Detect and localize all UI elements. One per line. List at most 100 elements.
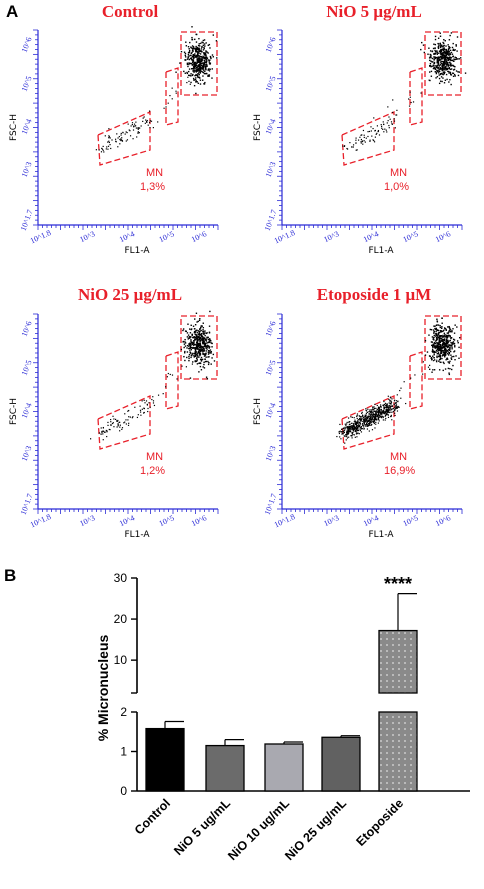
- bar-lower-segment: [378, 711, 418, 792]
- event-dot: [435, 334, 438, 336]
- event-dot: [445, 49, 447, 52]
- event-dot: [382, 128, 384, 130]
- event-dot: [205, 65, 207, 68]
- event-dot: [452, 64, 454, 67]
- event-dot: [198, 70, 201, 72]
- event-dot: [351, 437, 353, 439]
- event-dot: [201, 349, 203, 351]
- event-dot: [431, 336, 434, 338]
- event-dot: [444, 57, 446, 60]
- event-dot: [196, 353, 198, 356]
- event-dot: [140, 414, 142, 416]
- event-dot: [199, 53, 202, 55]
- event-dot: [192, 361, 194, 363]
- event-dot: [439, 44, 442, 46]
- event-dot: [171, 374, 174, 376]
- event-dot: [101, 147, 103, 149]
- event-dot: [193, 70, 195, 72]
- event-dot: [346, 434, 348, 436]
- event-dot: [394, 402, 397, 404]
- event-dot: [360, 142, 362, 144]
- event-dot: [198, 353, 201, 355]
- event-dot: [445, 340, 447, 342]
- event-dot: [186, 71, 188, 74]
- event-dot: [443, 61, 446, 64]
- event-dot: [437, 63, 439, 65]
- event-dot: [372, 421, 374, 424]
- event-dot: [197, 352, 199, 355]
- event-dot: [361, 418, 363, 420]
- event-dot: [207, 52, 209, 54]
- event-dot: [432, 337, 435, 339]
- event-dot: [193, 330, 196, 333]
- event-dot: [443, 52, 445, 54]
- event-dot: [187, 56, 189, 58]
- event-dot: [430, 65, 432, 68]
- event-dot: [447, 65, 450, 67]
- event-dot: [396, 410, 399, 412]
- event-dot: [432, 350, 435, 352]
- event-dot: [102, 145, 104, 148]
- event-dot: [444, 51, 446, 53]
- event-dot: [193, 71, 195, 73]
- event-dot: [346, 426, 348, 428]
- event-dot: [197, 82, 200, 85]
- event-dot: [180, 50, 183, 53]
- event-dot: [125, 419, 127, 421]
- event-dot: [388, 402, 390, 404]
- event-dot: [189, 343, 191, 346]
- event-dot: [194, 78, 197, 81]
- event-dot: [448, 347, 451, 349]
- event-dot: [446, 65, 448, 67]
- event-dot: [343, 427, 345, 429]
- event-dot: [450, 344, 452, 347]
- event-dot: [442, 64, 445, 66]
- event-dot: [351, 435, 353, 437]
- event-dot: [444, 62, 447, 64]
- event-dot: [195, 68, 197, 70]
- event-dot: [346, 421, 348, 424]
- event-dot: [199, 337, 202, 340]
- event-dot: [193, 47, 195, 49]
- event-dot: [192, 77, 195, 80]
- event-dot: [201, 45, 203, 48]
- event-dot: [447, 50, 449, 53]
- event-dot: [374, 130, 376, 132]
- event-dot: [370, 412, 373, 414]
- event-dot: [387, 106, 389, 108]
- event-dot: [343, 430, 345, 432]
- event-dot: [356, 422, 359, 424]
- event-dot: [117, 419, 119, 422]
- event-dot: [437, 336, 439, 339]
- event-dot: [341, 433, 343, 435]
- event-dot: [391, 398, 393, 400]
- event-dot: [194, 74, 196, 77]
- event-dot: [139, 127, 141, 129]
- event-dot: [140, 125, 142, 127]
- event-dot: [203, 347, 205, 350]
- event-dot: [433, 61, 436, 64]
- event-dot: [101, 430, 103, 433]
- event-dot: [431, 57, 434, 60]
- event-dot: [459, 57, 462, 59]
- event-dot: [186, 347, 188, 349]
- event-dot: [349, 427, 351, 430]
- event-dot: [442, 41, 444, 44]
- event-dot: [353, 417, 355, 419]
- event-dot: [202, 329, 204, 331]
- event-dot: [194, 336, 197, 339]
- event-dot: [388, 407, 390, 409]
- event-dot: [453, 68, 456, 71]
- event-dot: [151, 398, 153, 401]
- event-dot: [442, 338, 445, 341]
- event-dot: [105, 148, 107, 150]
- event-dot: [434, 325, 436, 327]
- event-dot: [186, 332, 189, 334]
- event-dot: [202, 330, 205, 333]
- event-dot: [375, 411, 377, 413]
- event-dot: [380, 409, 383, 411]
- event-dot: [442, 345, 445, 347]
- event-dot: [352, 430, 354, 432]
- event-dot: [434, 65, 436, 67]
- event-dot: [343, 145, 346, 147]
